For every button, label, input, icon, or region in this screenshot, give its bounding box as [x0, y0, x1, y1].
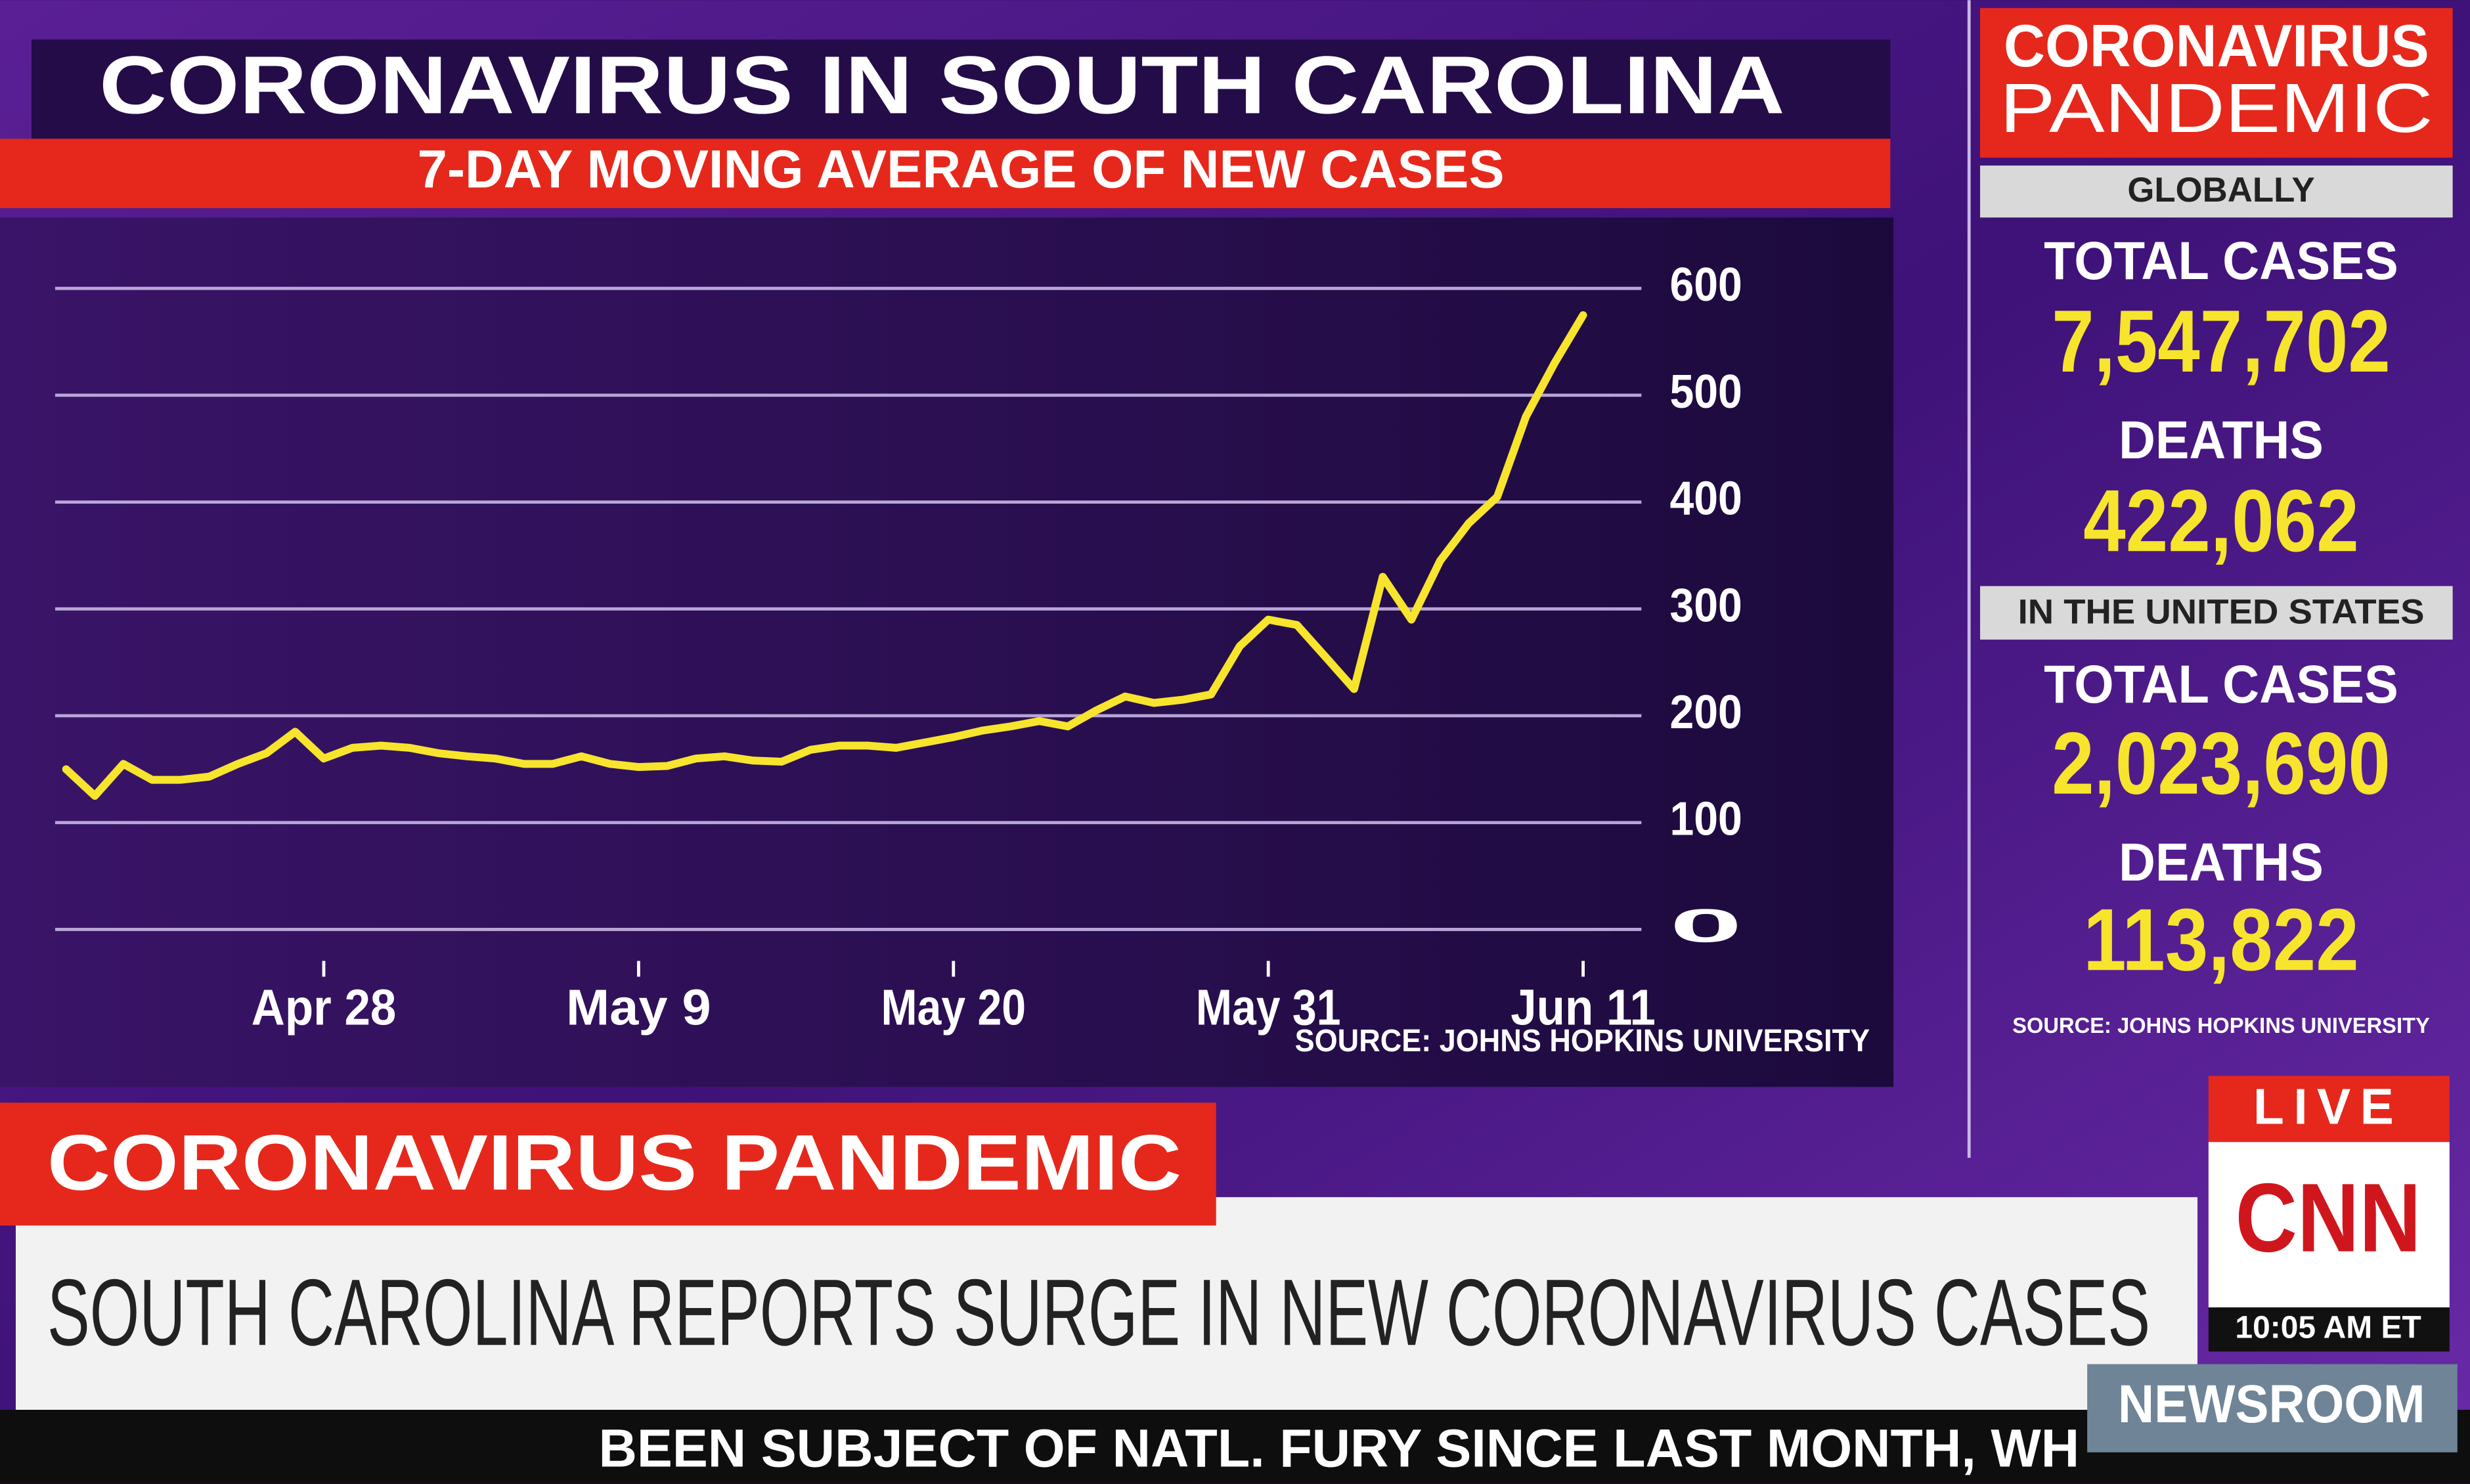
x-tick-label: May 20 — [881, 980, 1026, 1036]
x-tick-label: Apr 28 — [252, 980, 397, 1036]
plot-panel — [0, 217, 1894, 1087]
y-tick-label: 200 — [1670, 686, 1742, 739]
y-tick-label: 400 — [1670, 473, 1742, 525]
x-tick-label: May 31 — [1196, 980, 1341, 1036]
ticker-text: BEEN SUBJECT OF NATL. FURY SINCE LAST MO… — [598, 1418, 2079, 1478]
stat-value: 7,547,702 — [2052, 292, 2391, 391]
subtitle-bar — [0, 139, 1891, 208]
headline: SOUTH CAROLINA REPORTS SURGE IN NEW CORO… — [47, 1260, 2150, 1365]
y-tick-label: 600 — [1670, 259, 1742, 311]
section-bar — [1980, 586, 2453, 640]
stat-label: DEATHS — [2119, 410, 2324, 470]
stat-value: 422,062 — [2083, 471, 2359, 570]
stat-value: 2,023,690 — [2052, 714, 2391, 813]
sidebar-header-box — [1980, 8, 2453, 158]
chart-subtitle: 7-DAY MOVING AVERAGE OF NEW CASES — [418, 140, 1505, 200]
show-box — [2087, 1364, 2458, 1452]
stat-label: TOTAL CASES — [2044, 655, 2398, 714]
sidebar-header: CORONAVIRUS — [2004, 12, 2429, 79]
title-box — [31, 39, 1891, 139]
time-box — [2208, 1307, 2450, 1352]
y-tick-label: 300 — [1670, 579, 1742, 632]
stat-label: TOTAL CASES — [2044, 231, 2398, 291]
logo-box — [2208, 1142, 2450, 1308]
x-tick-label: Jun 11 — [1511, 980, 1656, 1036]
sidebar-source: SOURCE: JOHNS HOPKINS UNIVERSITY — [2012, 1014, 2430, 1038]
section-heading: GLOBALLY — [2127, 171, 2314, 209]
chart-source: SOURCE: JOHNS HOPKINS UNIVERSITY — [1295, 1024, 1870, 1058]
live-box — [2208, 1076, 2450, 1143]
section-heading: IN THE UNITED STATES — [2018, 593, 2425, 632]
plot: 0 100 200 300 400 500 600 Apr 28 May 9 May 20 May … — [55, 259, 1742, 1036]
data-line — [62, 311, 1587, 800]
network-logo: CNN — [2236, 1163, 2421, 1273]
y-tick-label: 500 — [1670, 366, 1742, 418]
time-label: 10:05 AM ET — [2235, 1310, 2421, 1345]
show-name: NEWSROOM — [2118, 1374, 2425, 1434]
y-tick-label: 0 — [1670, 900, 1742, 952]
y-tick-label: 100 — [1670, 793, 1742, 846]
headline-banner — [15, 1197, 2198, 1441]
tag-box — [0, 1102, 1216, 1226]
section-bar — [1980, 165, 2453, 218]
stat-value: 113,822 — [2083, 890, 2359, 989]
sidebar-header: PANDEMIC — [2000, 70, 2433, 147]
live-label: LIVE — [2253, 1080, 2403, 1135]
stat-label: DEATHS — [2119, 833, 2324, 892]
lower-third-tag: CORONAVIRUS PANDEMIC — [47, 1119, 1181, 1207]
ticker-bar — [0, 1410, 2470, 1484]
chart-title: CORONAVIRUS IN SOUTH CAROLINA — [99, 39, 1784, 131]
x-tick-label: May 9 — [566, 980, 711, 1036]
